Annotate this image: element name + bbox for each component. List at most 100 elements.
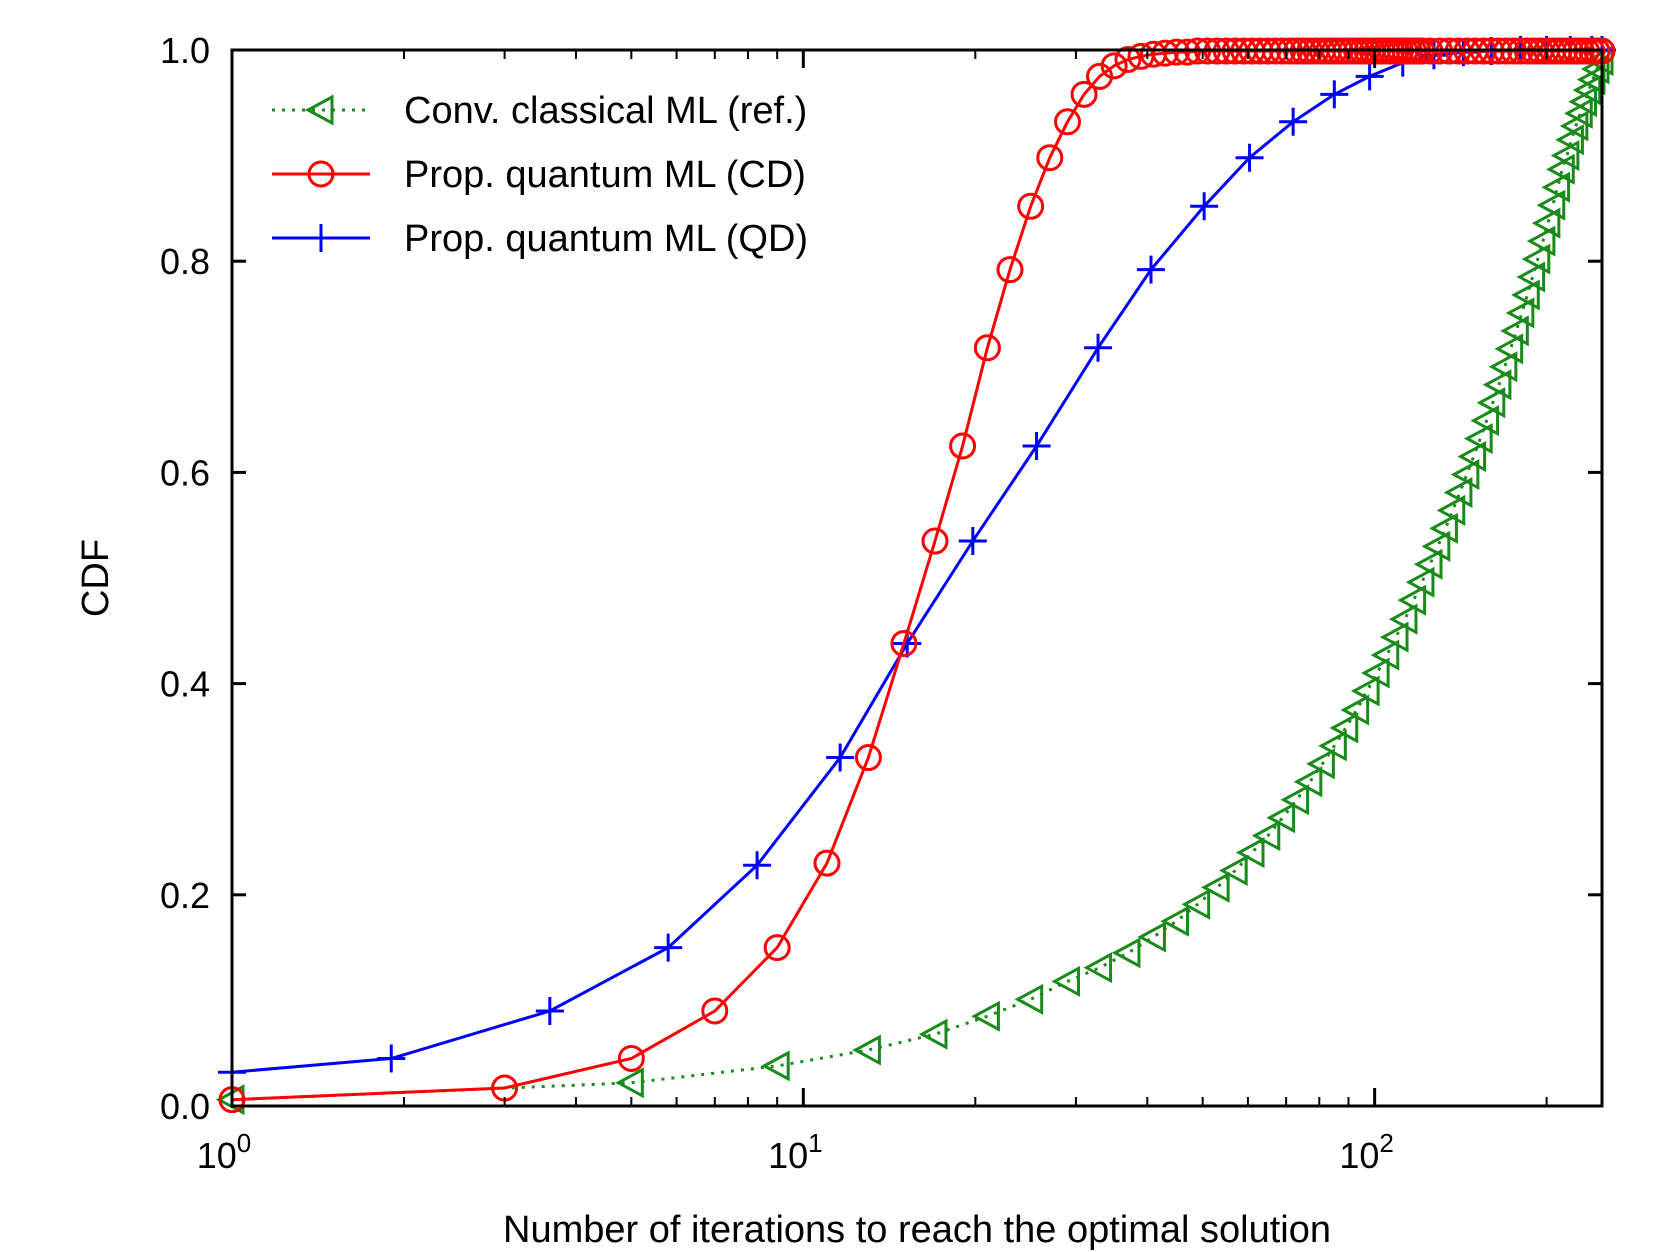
data-point xyxy=(1360,657,1390,689)
data-point xyxy=(1083,952,1113,984)
data-point xyxy=(1235,143,1264,172)
data-point xyxy=(615,1067,644,1099)
x-axis-label: Number of iterations to reach the optima… xyxy=(503,1209,1331,1251)
data-point xyxy=(1450,458,1480,491)
data-point xyxy=(1546,153,1575,185)
y-tick-label: 0.6 xyxy=(160,452,210,493)
data-point xyxy=(996,256,1024,284)
legend-marker xyxy=(307,160,335,188)
data-point xyxy=(1219,854,1248,887)
data-point xyxy=(1421,530,1451,562)
data-point xyxy=(1181,888,1211,920)
data-point xyxy=(1022,432,1051,460)
data-point xyxy=(761,1050,790,1082)
data-point xyxy=(701,997,729,1025)
data-point xyxy=(1036,144,1064,172)
data-point xyxy=(1413,548,1443,580)
data-point xyxy=(1526,225,1556,257)
data-point xyxy=(1457,441,1487,473)
data-point xyxy=(918,1018,948,1050)
data-point xyxy=(377,1044,406,1073)
data-point xyxy=(1443,476,1473,508)
data-point xyxy=(1531,207,1561,239)
legend-item: Prop. quantum ML (QD) xyxy=(272,218,808,260)
data-point xyxy=(1100,52,1128,80)
legend-item: Prop. quantum ML (CD) xyxy=(272,154,806,196)
data-point xyxy=(1500,315,1529,347)
data-point xyxy=(1379,621,1409,653)
data-point xyxy=(1306,748,1335,780)
series-0 xyxy=(215,45,1614,1116)
data-point xyxy=(1279,107,1308,136)
data-point xyxy=(1350,675,1380,707)
data-point xyxy=(1436,494,1466,526)
series-layer xyxy=(215,36,1616,1116)
data-point xyxy=(1429,512,1458,544)
data-point xyxy=(1017,192,1045,220)
axes-layer: 0.0 0.2 0.4 0.6 0.8 1.0 100 101 102 xyxy=(160,30,1602,1176)
data-point xyxy=(1151,39,1179,67)
data-point xyxy=(1521,243,1551,275)
data-point xyxy=(1070,80,1098,108)
legend-label: Conv. classical ML (ref.) xyxy=(404,90,807,132)
data-point xyxy=(1505,297,1535,329)
data-point xyxy=(1320,80,1349,109)
plot-frame xyxy=(230,48,1604,1108)
data-point xyxy=(854,744,882,772)
data-point xyxy=(1318,730,1347,762)
legend-marker xyxy=(304,94,334,126)
y-tick-label: 0.8 xyxy=(160,241,210,282)
data-point xyxy=(535,996,564,1025)
data-point xyxy=(1355,62,1384,91)
data-point xyxy=(654,933,683,962)
y-tick-label: 0.4 xyxy=(160,664,210,705)
data-point xyxy=(1370,639,1400,671)
x-tick-label: 100 xyxy=(197,1128,252,1176)
data-point xyxy=(1488,351,1518,383)
data-point xyxy=(1251,820,1281,852)
series-line xyxy=(231,48,1602,1074)
y-tick-label: 0.2 xyxy=(160,875,210,916)
data-point xyxy=(1114,46,1142,74)
legend-marker xyxy=(307,224,335,252)
data-point xyxy=(1235,837,1265,869)
data-point xyxy=(763,934,791,962)
y-tick-label: 0.0 xyxy=(160,1086,210,1127)
data-point xyxy=(1054,108,1082,136)
data-point xyxy=(1482,369,1512,401)
legend: Conv. classical ML (ref.) Prop. quantum M… xyxy=(272,90,808,260)
data-point xyxy=(1516,261,1546,293)
data-point xyxy=(852,1034,881,1066)
data-point xyxy=(1163,38,1191,66)
data-point xyxy=(813,849,841,877)
data-point xyxy=(743,851,772,880)
x-tick-label: 102 xyxy=(1339,1128,1394,1176)
x-tick-label: 101 xyxy=(768,1128,823,1176)
data-point xyxy=(826,743,855,772)
data-point xyxy=(1476,387,1506,419)
data-point xyxy=(1173,38,1201,66)
y-axis-label: CDF xyxy=(75,539,117,617)
data-point xyxy=(1550,140,1580,172)
y-tick-label: 1.0 xyxy=(160,30,210,71)
data-point xyxy=(1293,766,1323,798)
data-point xyxy=(1536,189,1566,221)
data-point xyxy=(973,334,1001,362)
data-point xyxy=(1397,584,1427,616)
data-point xyxy=(949,432,977,460)
series-line xyxy=(231,59,1603,1102)
data-point xyxy=(1584,45,1614,77)
series-line xyxy=(231,49,1602,1102)
data-point xyxy=(890,629,918,657)
data-point xyxy=(1280,784,1310,816)
data-point xyxy=(1051,965,1081,997)
data-point xyxy=(1200,871,1230,903)
data-point xyxy=(1190,192,1219,221)
data-point xyxy=(921,527,949,555)
data-point xyxy=(1470,405,1500,437)
data-point xyxy=(1137,921,1166,953)
legend-label: Prop. quantum ML (QD) xyxy=(404,218,808,260)
data-point xyxy=(1494,333,1524,365)
data-point xyxy=(1266,802,1296,834)
series-1 xyxy=(218,37,1616,1114)
